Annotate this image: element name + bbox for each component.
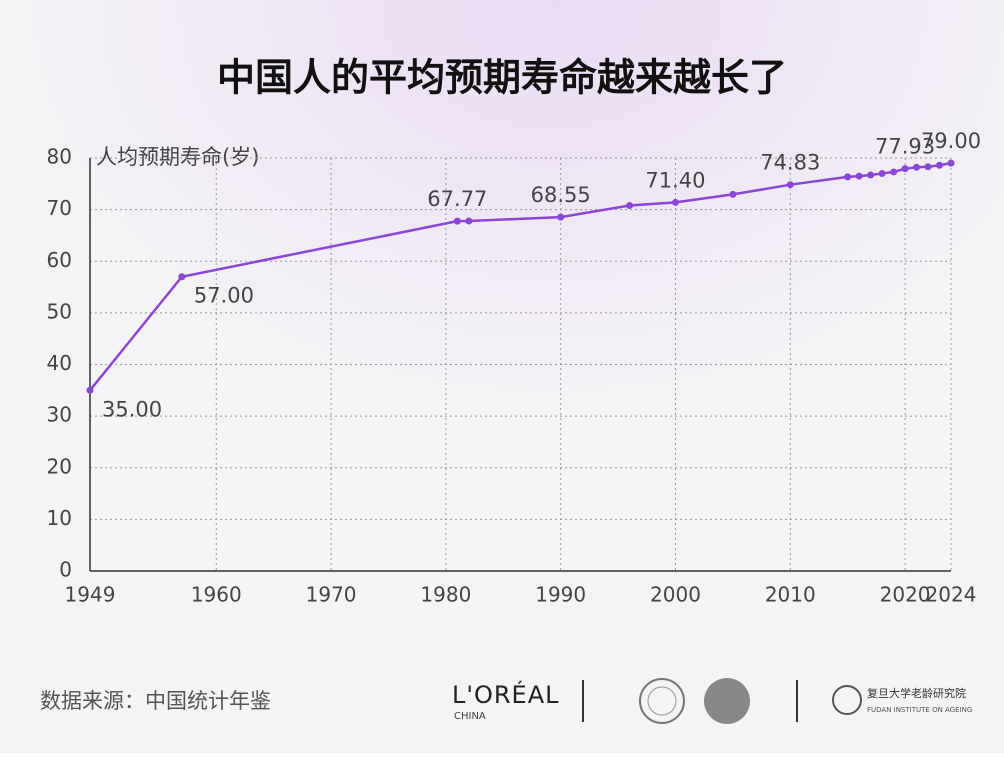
- x-tick-label: 2010: [765, 583, 816, 607]
- point: [924, 163, 932, 171]
- y-tick-label: 20: [47, 454, 72, 478]
- y-tick-label: 30: [47, 403, 72, 427]
- point: [465, 217, 473, 225]
- point: [890, 168, 898, 176]
- data-label: 71.40: [645, 168, 705, 192]
- point: [913, 163, 921, 171]
- x-tick-label: 1960: [191, 583, 242, 607]
- point: [729, 190, 737, 198]
- point: [671, 198, 679, 206]
- y-tick-label: 0: [59, 558, 72, 582]
- point: [86, 386, 94, 394]
- data-label: 77.93: [875, 135, 935, 159]
- logo-text: CHINA: [454, 711, 486, 722]
- logo: [704, 678, 750, 724]
- data-label: 68.55: [531, 183, 591, 207]
- point: [453, 217, 461, 225]
- y-tick-label: 10: [47, 506, 72, 530]
- data-label: 79.00: [921, 129, 981, 153]
- point: [557, 213, 565, 221]
- source: 数据来源：中国统计年鉴: [40, 689, 271, 713]
- x-tick-label: 2020: [880, 583, 931, 607]
- point: [844, 173, 852, 181]
- logo: [639, 678, 685, 724]
- data-label: 67.77: [427, 187, 487, 211]
- logo: [832, 685, 862, 715]
- data-label: 57.00: [194, 284, 254, 308]
- point: [855, 172, 863, 180]
- x-tick-label: 2024: [926, 583, 977, 607]
- y-axis-label: 人均预期寿命(岁): [96, 145, 259, 169]
- point: [878, 169, 886, 177]
- point: [867, 171, 875, 179]
- x-tick-label: 1970: [306, 583, 357, 607]
- y-tick-label: 40: [47, 351, 72, 375]
- logo-text: FUDAN INSTITUTE ON AGEING: [867, 706, 972, 714]
- point: [786, 181, 794, 189]
- point: [936, 161, 944, 169]
- point: [178, 273, 186, 281]
- y-tick-label: 50: [47, 299, 72, 323]
- x-tick-label: 2000: [650, 583, 701, 607]
- chart-title: 中国人的平均预期寿命越来越长了: [217, 56, 787, 100]
- logo-text: 复旦大学老龄研究院: [867, 686, 966, 700]
- y-tick-label: 80: [47, 145, 72, 169]
- x-tick-label: 1990: [535, 583, 586, 607]
- point: [947, 159, 955, 167]
- data-label: 74.83: [760, 151, 820, 175]
- y-tick-label: 60: [47, 248, 72, 272]
- x-tick-label: 1980: [420, 583, 471, 607]
- logo-text: L'ORÉAL: [452, 680, 560, 709]
- data-label: 35.00: [102, 397, 162, 421]
- point: [901, 165, 909, 173]
- logo: [647, 686, 677, 716]
- point: [626, 201, 634, 209]
- y-tick-label: 70: [47, 196, 72, 220]
- x-tick-label: 1949: [65, 583, 116, 607]
